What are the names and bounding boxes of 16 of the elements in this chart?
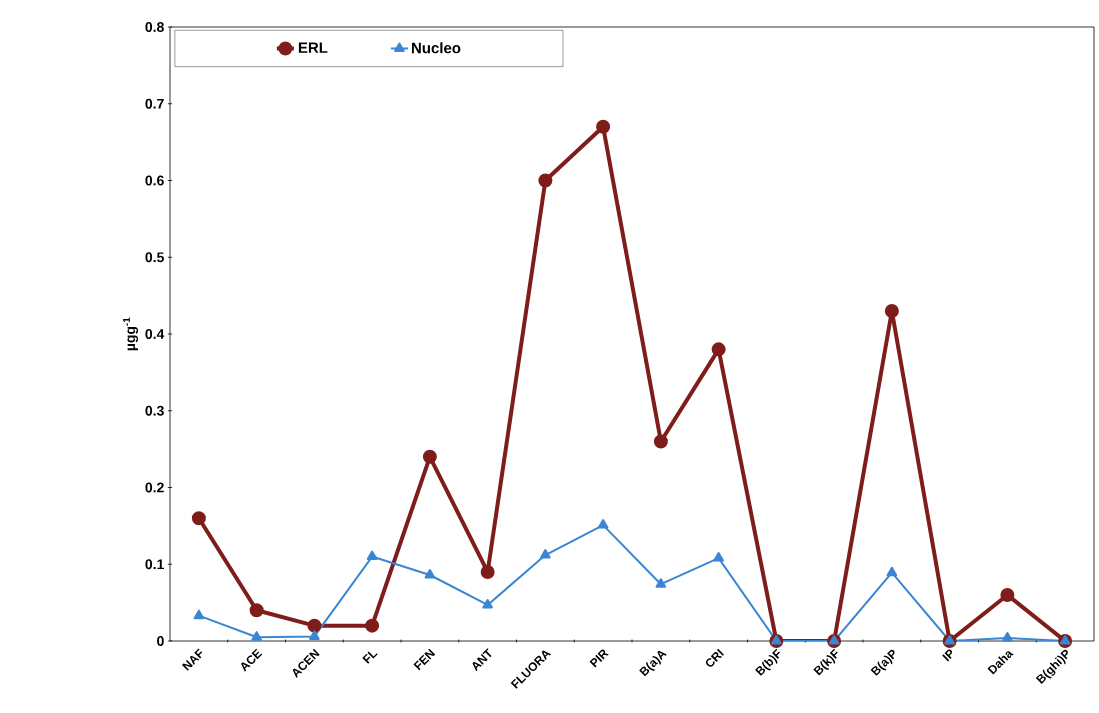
y-tick-label: 0.6 — [145, 175, 164, 186]
y-tick-label: 0.5 — [145, 252, 164, 263]
y-tick-label: 0.4 — [145, 329, 165, 339]
y-tick-label: 0.8 — [145, 22, 164, 32]
legend-label: Nucleo — [411, 42, 461, 54]
y-axis-title: µgg$^{-1}$ — [123, 317, 139, 351]
y-tick-label: 0 — [157, 636, 164, 646]
x-tick-label: FL — [362, 651, 378, 664]
y-tick-label: 0.2 — [145, 482, 164, 493]
x-tick-label: PIR — [589, 649, 609, 668]
x-tick-label: CRI — [705, 648, 724, 667]
y-tick-label: 0.3 — [145, 405, 164, 416]
y-tick-label: 0.7 — [145, 98, 164, 109]
x-tick-label: IP — [942, 649, 953, 662]
y-tick-label: 0.1 — [145, 559, 164, 570]
legend-label: ERL — [298, 42, 328, 53]
